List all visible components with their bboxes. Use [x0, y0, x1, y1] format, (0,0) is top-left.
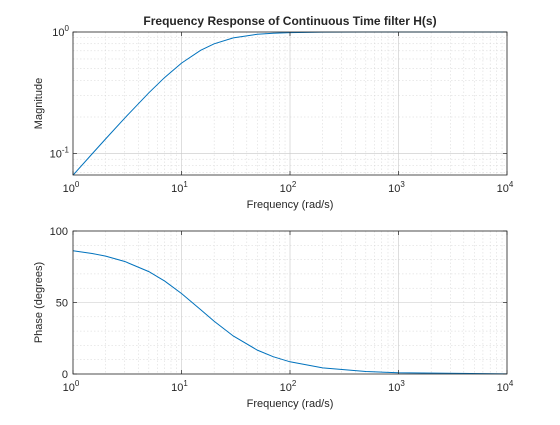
phase-y-tick-label: 50 [56, 298, 68, 310]
phase-data-point [124, 261, 125, 262]
phase-x-axis-label: Frequency (rad/s) [247, 398, 334, 410]
magnitude-data-point [164, 77, 165, 78]
phase-data-point [289, 361, 290, 362]
magnitude-y-tick-label: 100 [52, 24, 69, 39]
magnitude-x-tick-label: 104 [497, 180, 514, 195]
phase-y-tick-label: 100 [50, 226, 68, 238]
magnitude-data-point [92, 153, 93, 154]
phase-x-tick-label: 103 [388, 379, 405, 394]
magnitude-data-point [214, 43, 215, 44]
magnitude-data-point [273, 33, 274, 34]
phase-data-point [273, 356, 274, 357]
magnitude-data-point [181, 63, 182, 64]
chart-title: Frequency Response of Continuous Time fi… [143, 14, 436, 28]
phase-data-point [365, 371, 366, 372]
magnitude-data-point [233, 37, 234, 38]
phase-y-tick-label: 0 [62, 369, 68, 381]
phase-data-point [105, 256, 106, 257]
phase-data-point [181, 293, 182, 294]
phase-data-point [148, 271, 149, 272]
phase-x-tick-label: 102 [280, 379, 297, 394]
phase-plot: 100 101 102 103 104 0 50 100 Frequency (rad/s) Ph… [33, 226, 514, 410]
magnitude-data-point [200, 50, 201, 51]
phase-data-point [92, 253, 93, 254]
magnitude-data-point [124, 117, 125, 118]
magnitude-x-tick-label: 103 [388, 180, 405, 195]
phase-x-tick-label: 100 [63, 379, 80, 394]
magnitude-x-tick-label: 102 [280, 180, 297, 195]
phase-data-point [233, 335, 234, 336]
magnitude-x-tick-label: 101 [171, 180, 188, 195]
magnitude-x-tick-label: 100 [63, 180, 80, 195]
phase-x-tick-label: 104 [497, 379, 514, 394]
magnitude-data-point [105, 138, 106, 139]
magnitude-plot: 100 101 102 103 104 10-1 100 Frequency (rad/s) M… [33, 24, 514, 211]
magnitude-x-axis-label: Frequency (rad/s) [247, 199, 334, 211]
phase-y-axis-label: Phase (degrees) [33, 262, 45, 343]
phase-data-point [164, 280, 165, 281]
magnitude-data-point [257, 34, 258, 35]
magnitude-y-axis-label: Magnitude [33, 78, 45, 129]
magnitude-data-point [148, 92, 149, 93]
phase-data-point [214, 321, 215, 322]
phase-data-point [322, 367, 323, 368]
phase-series-line [72, 250, 508, 375]
phase-data-point [200, 309, 201, 310]
phase-data-point [257, 350, 258, 351]
phase-x-tick-label: 101 [171, 379, 188, 394]
magnitude-y-tick-label: 10-1 [50, 146, 70, 161]
